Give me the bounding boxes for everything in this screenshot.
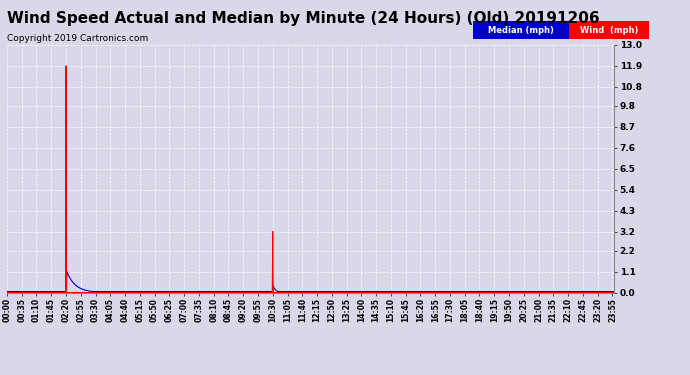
Text: Wind Speed Actual and Median by Minute (24 Hours) (Old) 20191206: Wind Speed Actual and Median by Minute (…: [8, 11, 600, 26]
Text: Copyright 2019 Cartronics.com: Copyright 2019 Cartronics.com: [7, 34, 148, 43]
Text: Wind  (mph): Wind (mph): [580, 26, 638, 35]
Text: Median (mph): Median (mph): [488, 26, 554, 35]
